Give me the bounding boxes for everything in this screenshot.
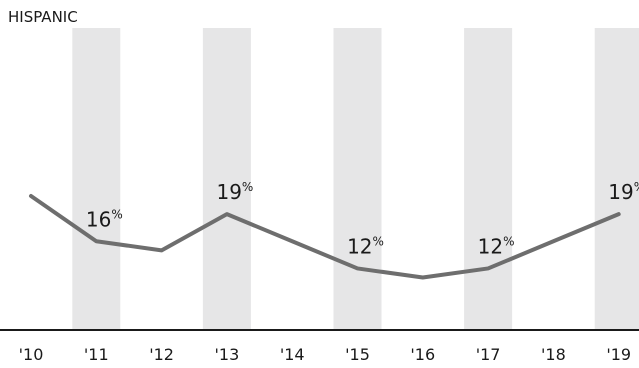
x-tick-label-8: '18 <box>541 345 566 364</box>
x-tick-label-9: '19 <box>606 345 631 364</box>
data-labels: 16% 19% 12% 12% 19% <box>86 180 639 258</box>
shaded-band-5 <box>333 28 382 330</box>
shaded-bands <box>72 28 639 330</box>
x-tick-labels: '10 '11 '12 '13 '14 '15 '16 '17 '18 '19 <box>19 345 631 364</box>
shaded-band-7 <box>464 28 513 330</box>
data-label-1: 16% <box>86 207 123 231</box>
x-tick-label-6: '16 <box>410 345 435 364</box>
chart-title: HISPANIC <box>8 8 78 26</box>
data-label-9: 19% <box>608 180 639 204</box>
shaded-band-1 <box>72 28 121 330</box>
series-layer <box>29 194 621 280</box>
data-label-5: 12% <box>347 234 384 258</box>
x-tick-label-4: '14 <box>280 345 305 364</box>
shaded-band-3 <box>202 28 251 330</box>
data-label-3: 19% <box>216 180 253 204</box>
x-tick-label-5: '15 <box>345 345 370 364</box>
series-line <box>29 194 621 280</box>
data-label-7: 12% <box>478 234 515 258</box>
shaded-band-9 <box>594 28 639 330</box>
x-tick-label-2: '12 <box>149 345 174 364</box>
x-tick-label-7: '17 <box>476 345 501 364</box>
x-tick-label-3: '13 <box>215 345 240 364</box>
x-tick-label-1: '11 <box>84 345 109 364</box>
x-tick-label-0: '10 <box>19 345 44 364</box>
